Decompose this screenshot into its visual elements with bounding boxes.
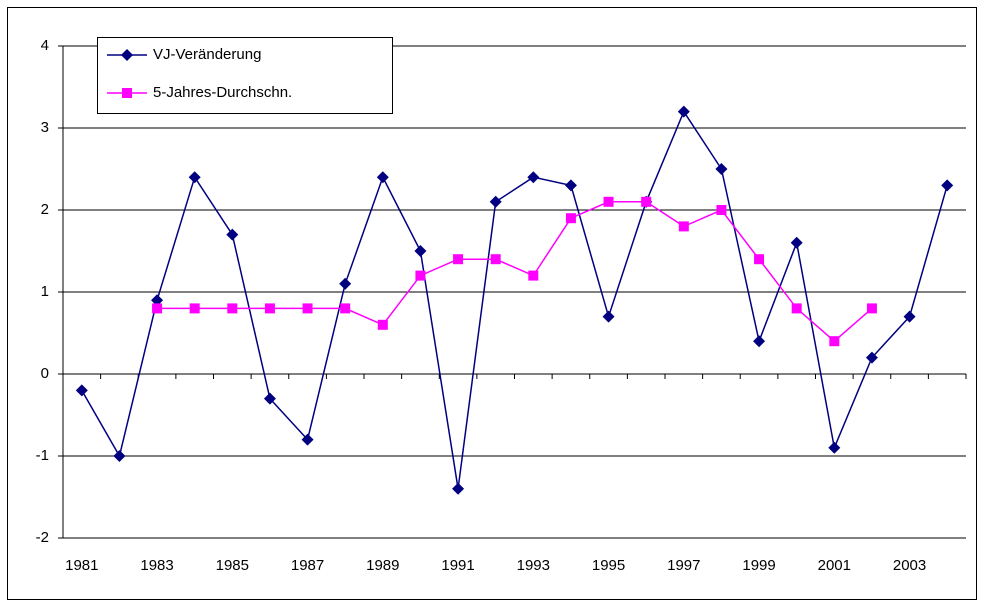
marker <box>791 303 802 314</box>
marker <box>263 392 276 405</box>
marker <box>121 49 133 61</box>
x-tick-label: 1997 <box>667 557 700 574</box>
marker <box>340 303 351 314</box>
marker <box>641 196 652 207</box>
x-tick-label: 1981 <box>65 557 98 574</box>
legend-box <box>97 37 393 114</box>
marker <box>527 171 540 184</box>
x-tick-label: 1995 <box>592 557 625 574</box>
y-tick-label: 2 <box>41 201 49 218</box>
marker <box>941 179 954 192</box>
y-tick-label: -1 <box>36 447 49 464</box>
marker <box>151 294 164 307</box>
y-tick-label: -2 <box>36 529 49 546</box>
marker <box>453 254 464 265</box>
marker <box>603 196 614 207</box>
legend-label: 5-Jahres-Durchschn. <box>153 84 292 101</box>
marker <box>152 303 163 314</box>
marker <box>865 351 878 364</box>
marker <box>866 303 877 314</box>
marker <box>677 105 690 118</box>
y-tick-label: 3 <box>41 119 49 136</box>
marker <box>188 171 201 184</box>
marker <box>716 205 727 215</box>
marker <box>377 319 388 330</box>
marker <box>903 310 916 323</box>
marker <box>189 303 200 314</box>
x-tick-label: 1999 <box>742 557 775 574</box>
marker <box>415 270 426 281</box>
x-tick-label: 1993 <box>517 557 550 574</box>
marker <box>339 277 352 290</box>
series-line <box>81 110 948 489</box>
marker <box>227 303 238 314</box>
marker <box>452 482 465 495</box>
y-tick-label: 0 <box>41 365 49 382</box>
marker <box>301 433 314 446</box>
marker <box>376 171 389 184</box>
x-tick-label: 1987 <box>291 557 324 574</box>
marker <box>602 310 615 323</box>
marker <box>113 450 126 462</box>
marker <box>489 195 502 208</box>
marker <box>226 228 239 241</box>
marker <box>414 245 427 257</box>
y-tick-label: 1 <box>41 283 49 300</box>
marker <box>754 254 765 265</box>
marker <box>122 88 132 98</box>
marker <box>264 303 275 314</box>
legend: VJ-Veränderung 5-Jahres-Durchschn. <box>97 37 393 114</box>
marker <box>302 303 313 314</box>
x-tick-label: 1991 <box>441 557 474 574</box>
x-tick-label: 1985 <box>216 557 249 574</box>
x-tick-label: 1983 <box>140 557 173 574</box>
marker <box>790 236 803 249</box>
x-tick-label: 2001 <box>818 557 851 574</box>
marker <box>528 270 539 281</box>
marker <box>829 336 840 347</box>
marker <box>75 384 88 397</box>
marker <box>753 335 766 348</box>
marker <box>565 213 576 224</box>
marker <box>678 221 689 232</box>
legend-label: VJ-Veränderung <box>153 46 261 63</box>
marker <box>564 179 577 192</box>
marker <box>828 441 841 454</box>
series-line <box>157 201 873 343</box>
x-tick-label: 1989 <box>366 557 399 574</box>
y-tick-label: 4 <box>41 37 49 54</box>
x-tick-label: 2003 <box>893 557 926 574</box>
marker <box>490 254 501 265</box>
marker <box>715 163 728 175</box>
